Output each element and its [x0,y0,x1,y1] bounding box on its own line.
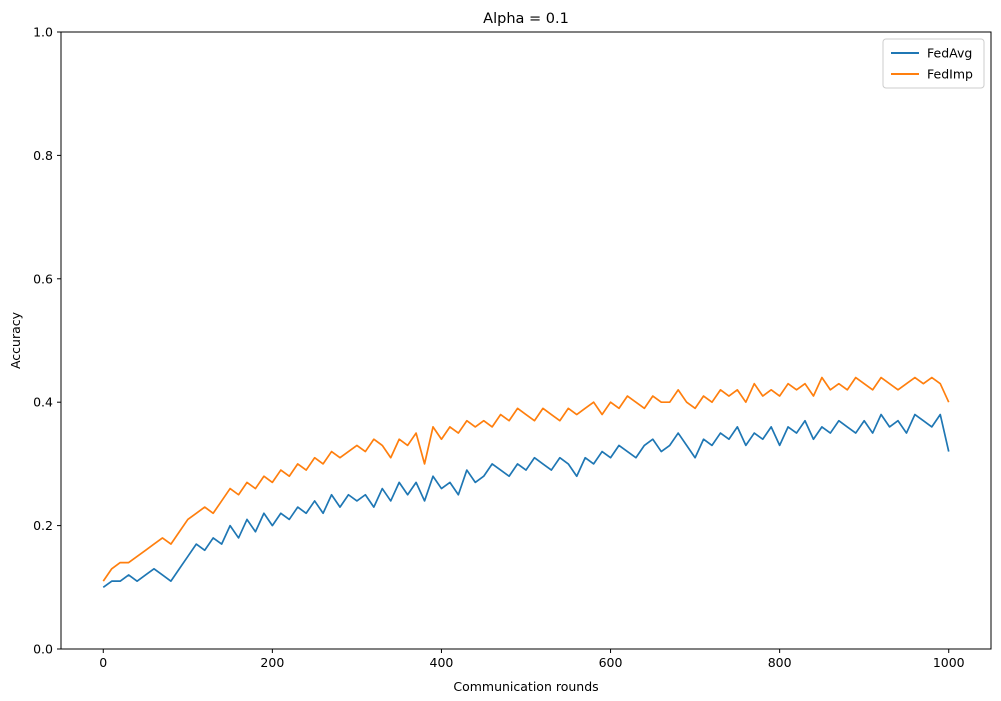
legend-label-fedimp: FedImp [927,67,973,82]
x-axis: 0 200 400 600 800 1000 [99,649,965,670]
x-axis-label: Communication rounds [453,679,598,694]
y-tick-label: 0.8 [33,148,53,163]
x-tick-label: 800 [768,655,792,670]
legend: FedAvg FedImp [882,38,985,89]
series-layer [102,376,950,588]
x-tick-label: 600 [599,655,623,670]
y-tick-label: 1.0 [33,25,53,40]
plot-frame [60,31,992,650]
x-tick-label: 0 [99,655,107,670]
y-tick-label: 0.6 [33,271,53,286]
y-tick-label: 0.2 [33,518,53,533]
chart-title: Alpha = 0.1 [483,11,569,27]
series-line-fedimp [102,376,950,582]
y-tick-label: 0.0 [33,642,53,657]
x-tick-label: 1000 [933,655,965,670]
series-line-fedavg [102,413,950,588]
legend-box [882,38,985,89]
y-tick-label: 0.4 [33,395,53,410]
x-tick-label: 400 [430,655,454,670]
y-axis-label: Accuracy [8,311,23,369]
y-axis: 0.0 0.2 0.4 0.6 0.8 1.0 [33,25,61,657]
x-tick-label: 200 [260,655,284,670]
legend-label-fedavg: FedAvg [927,46,972,61]
